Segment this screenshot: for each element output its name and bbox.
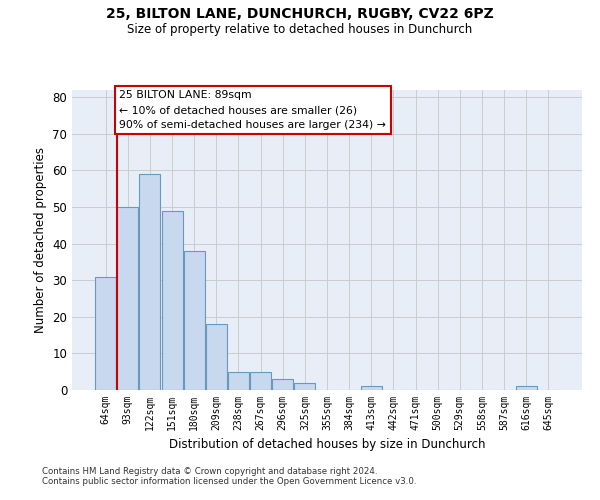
Bar [250,372,271,390]
Bar [95,276,116,390]
Bar [161,210,182,390]
Bar [361,386,382,390]
Text: 25, BILTON LANE, DUNCHURCH, RUGBY, CV22 6PZ: 25, BILTON LANE, DUNCHURCH, RUGBY, CV22 … [106,8,494,22]
X-axis label: Distribution of detached houses by size in Dunchurch: Distribution of detached houses by size … [169,438,485,452]
Bar [184,251,205,390]
Bar [206,324,227,390]
Text: Contains HM Land Registry data © Crown copyright and database right 2024.: Contains HM Land Registry data © Crown c… [42,467,377,476]
Bar [272,379,293,390]
Bar [118,207,139,390]
Bar [295,382,316,390]
Text: Size of property relative to detached houses in Dunchurch: Size of property relative to detached ho… [127,22,473,36]
Bar [228,372,249,390]
Bar [139,174,160,390]
Bar [515,386,536,390]
Y-axis label: Number of detached properties: Number of detached properties [34,147,47,333]
Text: 25 BILTON LANE: 89sqm
← 10% of detached houses are smaller (26)
90% of semi-deta: 25 BILTON LANE: 89sqm ← 10% of detached … [119,90,386,130]
Text: Contains public sector information licensed under the Open Government Licence v3: Contains public sector information licen… [42,477,416,486]
